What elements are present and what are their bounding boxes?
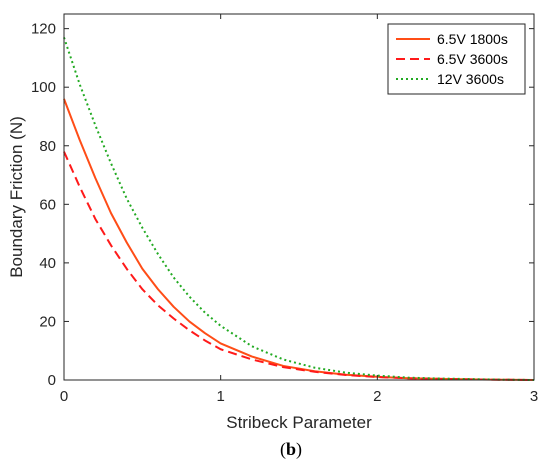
ticks-layer: 0 1 2 3 0 20 40 60 80 100 120 bbox=[31, 14, 538, 405]
y-tick-label: 0 bbox=[48, 372, 56, 389]
x-tick-label: 0 bbox=[60, 388, 68, 405]
y-tick-label: 40 bbox=[39, 255, 56, 272]
legend-label-2: 6.5V 3600s bbox=[437, 51, 508, 67]
series-layer bbox=[63, 37, 535, 381]
x-tick-label: 3 bbox=[530, 388, 538, 405]
series-line-3 bbox=[63, 37, 535, 381]
y-tick-label: 60 bbox=[39, 196, 56, 213]
y-tick-label: 100 bbox=[31, 79, 56, 96]
legend-label-1: 6.5V 1800s bbox=[437, 31, 508, 47]
plot-frame bbox=[63, 13, 535, 381]
figure-caption: (b) bbox=[280, 439, 302, 460]
caption-close: ) bbox=[296, 439, 302, 460]
x-tick-label: 1 bbox=[216, 388, 224, 405]
x-tick-label: 2 bbox=[373, 388, 381, 405]
y-tick-label: 80 bbox=[39, 138, 56, 155]
caption-letter: b bbox=[286, 439, 296, 459]
legend-label-3: 12V 3600s bbox=[437, 71, 504, 87]
y-axis-title: Boundary Friction (N) bbox=[7, 116, 26, 278]
legend: 6.5V 1800s 6.5V 3600s 12V 3600s bbox=[387, 23, 526, 95]
caption-open: ( bbox=[280, 439, 286, 460]
x-axis-title: Stribeck Parameter bbox=[226, 413, 372, 432]
y-tick-label: 120 bbox=[31, 21, 56, 38]
y-tick-label: 20 bbox=[39, 313, 56, 330]
